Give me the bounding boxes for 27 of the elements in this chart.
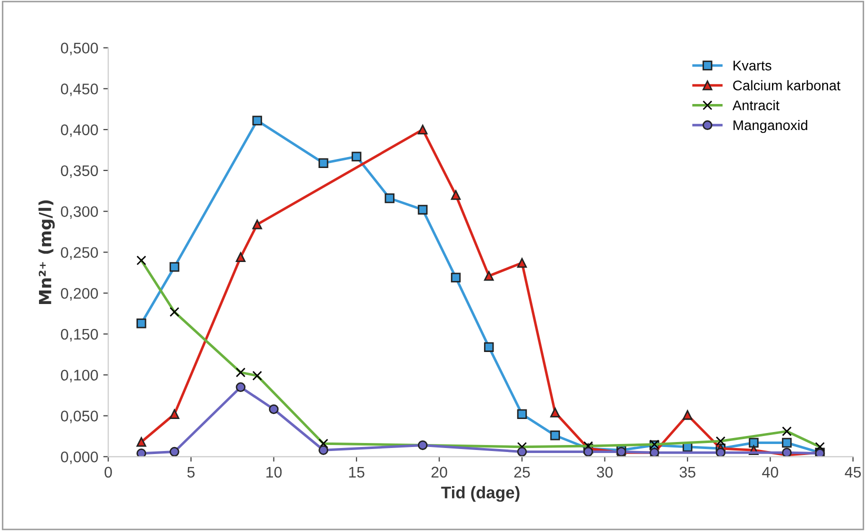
- x-tick-label: 40: [762, 466, 778, 478]
- x-tick-label: 25: [514, 466, 530, 478]
- y-tick-label: 0,050: [60, 410, 98, 424]
- x-tick-label: 10: [266, 466, 282, 478]
- y-axis-title: Mn²⁺ (mg/l): [38, 200, 55, 304]
- y-tick-label: 0,250: [60, 247, 98, 260]
- y-tick-label: 0,200: [60, 288, 98, 301]
- x-tick-label: 0: [104, 466, 112, 478]
- y-tick-label: 0,300: [60, 206, 98, 219]
- legend-label: Manganoxid: [734, 120, 808, 133]
- y-tick-label: 0,500: [60, 42, 98, 56]
- x-tick-label: 30: [596, 466, 613, 478]
- legend-label: Calcium karbonat: [733, 80, 840, 90]
- x-tick-label: 45: [844, 466, 861, 478]
- x-axis-title: Tid (dage): [441, 486, 520, 502]
- y-tick-label: 0,400: [60, 124, 98, 138]
- legend-label: Kvarts: [734, 60, 772, 70]
- x-tick-label: 35: [680, 466, 696, 478]
- x-tick-label: 20: [432, 466, 448, 478]
- y-tick-label: 0,450: [60, 84, 98, 96]
- y-tick-label: 0,150: [60, 328, 98, 342]
- y-tick-label: 0,350: [60, 165, 98, 178]
- x-tick-label: 15: [349, 466, 364, 478]
- x-tick-label: 5: [187, 466, 195, 478]
- y-tick-label: 0,100: [60, 370, 98, 382]
- legend-label: Antracit: [732, 100, 780, 110]
- y-tick-label: 0,000: [60, 452, 98, 464]
